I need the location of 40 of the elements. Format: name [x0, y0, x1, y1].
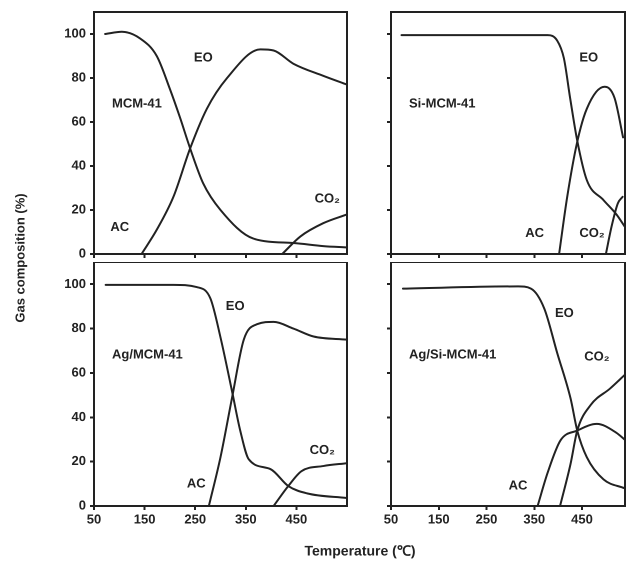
text: MCM-41	[112, 96, 162, 111]
annotation: CO₂	[579, 225, 605, 240]
y-tick-label: 100	[64, 276, 86, 291]
x-tick-label: 450	[571, 511, 593, 526]
text: Ag/Si-MCM-41	[409, 346, 496, 362]
annotation: EO	[226, 298, 245, 313]
x-tick-label: 50	[86, 511, 102, 526]
y-tick-label: 40	[72, 158, 86, 173]
text: Ag/MCM-41	[112, 346, 183, 362]
annotation: CO₂	[314, 190, 340, 206]
y-tick-label: 60	[72, 364, 86, 380]
x-tick-label: 250	[476, 511, 498, 526]
x-tick-label: 250	[184, 511, 206, 526]
annotation: CO₂	[310, 442, 336, 458]
x-tick-label: 50	[384, 511, 398, 526]
annotation: AC	[186, 476, 206, 491]
y-tick-label: 80	[72, 320, 86, 336]
x-tick-label: 450	[286, 511, 308, 526]
y-tick-label: 20	[72, 453, 86, 468]
annotation: EO	[579, 50, 598, 65]
annotation: EO	[554, 304, 574, 320]
annotation: AC	[508, 478, 528, 493]
y-tick-label: 40	[72, 408, 86, 424]
x-axis-title: Temperature (℃)	[304, 542, 416, 560]
text: Si-MCM-41	[409, 96, 476, 111]
annotation: AC	[525, 225, 545, 240]
x-tick-label: 150	[428, 511, 450, 526]
x-tick-label: 350	[523, 511, 546, 526]
y-tick-label: 20	[72, 202, 86, 217]
y-axis-title: Gas composition (%)	[12, 193, 28, 323]
x-tick-label: 350	[234, 511, 257, 526]
y-tick-label: 0	[78, 498, 86, 513]
y-tick-label: 100	[64, 26, 86, 41]
y-tick-label: 0	[78, 246, 86, 261]
annotation: CO₂	[584, 348, 610, 364]
annotation: AC	[110, 218, 130, 234]
y-tick-label: 60	[72, 114, 86, 129]
annotation: EO	[194, 50, 213, 65]
x-tick-label: 150	[134, 511, 156, 526]
y-tick-label: 80	[72, 70, 86, 85]
